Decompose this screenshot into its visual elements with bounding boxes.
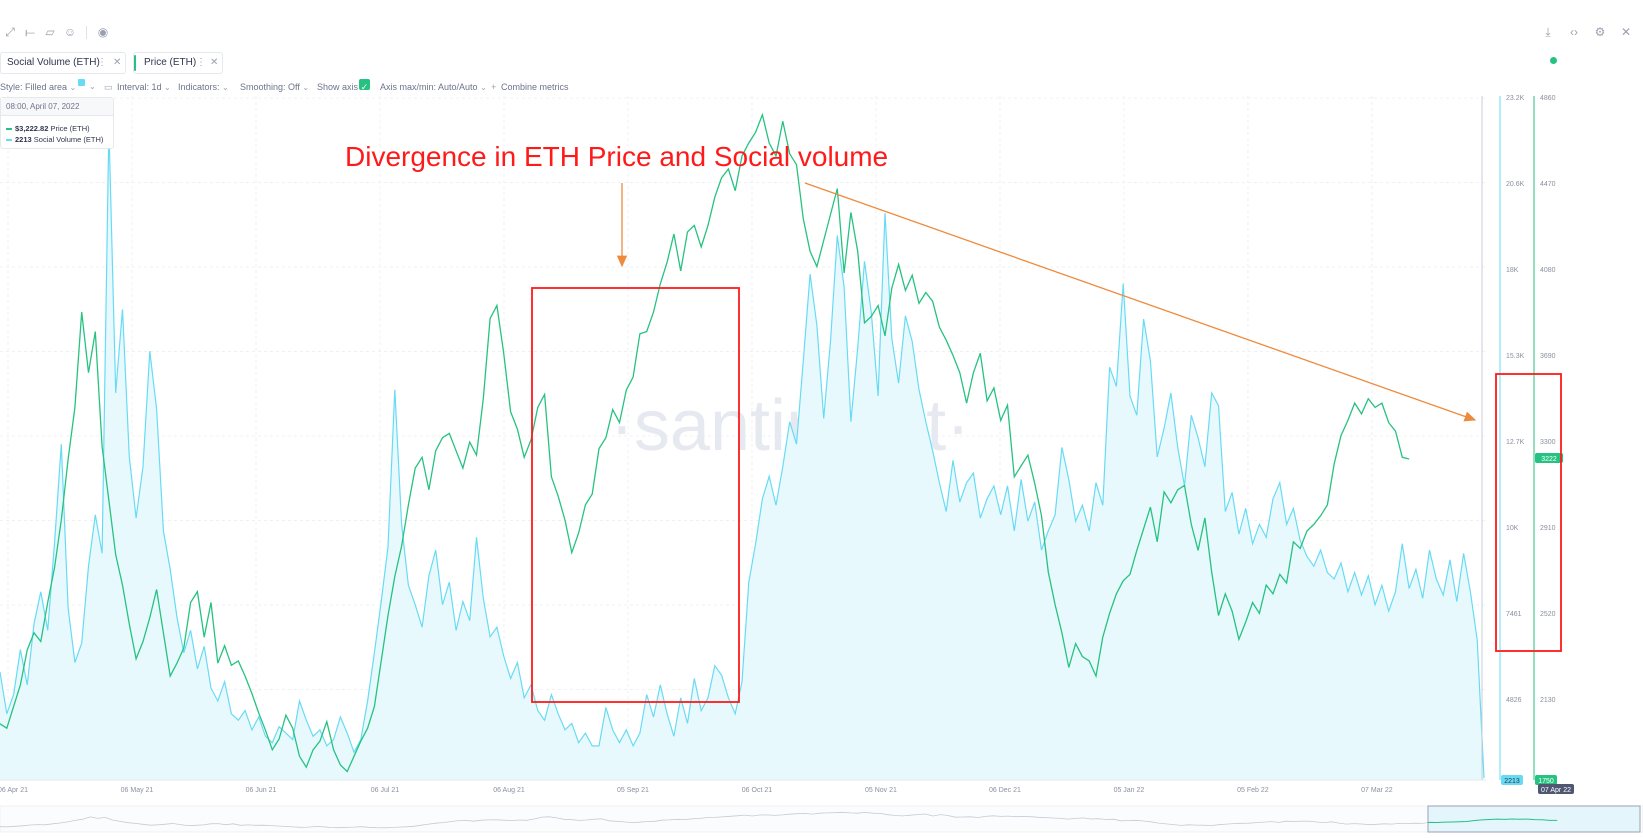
interval-dropdown[interactable]: Interval: 1d ⌄ — [117, 82, 171, 92]
metric-tab-label: Price (ETH) — [144, 57, 197, 68]
axis-maxmin-dropdown[interactable]: Axis max/min: Auto/Auto ⌄ — [380, 82, 487, 92]
x-axis-tick-label: 06 Jun 21 — [246, 787, 277, 794]
price-axis-tick-label: 2130 — [1540, 697, 1556, 704]
indicators-label: Indicators: — [178, 82, 220, 92]
metric-color-bar — [134, 55, 136, 71]
note-icon[interactable]: ▱ — [45, 25, 55, 39]
price-axis-tick-label: 4470 — [1540, 181, 1556, 188]
social-legend-swatch — [6, 139, 12, 142]
social-axis-tick-label: 4826 — [1506, 697, 1522, 704]
embed-code-icon[interactable]: ‹› — [1570, 25, 1578, 39]
right-axes: 23.2K 4860 20.6K 4470 18K 4080 15.3K 3690 12.7K 3… — [1499, 95, 1563, 785]
annotation-box-divergence — [531, 287, 740, 703]
price-current-value: 3222 — [1541, 456, 1557, 463]
expand-icon[interactable]: ⤢ — [5, 25, 15, 39]
annotations: Divergence in ETH Price and Social volum… — [345, 141, 1562, 703]
calendar-icon: ▭ — [104, 82, 113, 92]
chart-tooltip: 08:00, April 07, 2022 $3,222.82 Price (E… — [0, 97, 114, 149]
show-axis-checkbox[interactable]: ✓ — [359, 79, 370, 92]
price-line — [0, 112, 1410, 773]
tooltip-date: 08:00, April 07, 2022 — [1, 98, 113, 116]
chevron-down-icon[interactable]: ⌄ — [89, 82, 96, 91]
price-legend-swatch — [6, 128, 12, 131]
price-axis-tick-label: 4860 — [1540, 95, 1556, 102]
price-axis-tick-label: 2520 — [1540, 611, 1556, 618]
x-axis-tick-label: 06 Aug 21 — [493, 787, 525, 794]
smoothing-label: Smoothing: Off — [240, 82, 300, 92]
price-min-value: 1750 — [1538, 778, 1554, 785]
tooltip-price-label: Price (ETH) — [50, 124, 90, 133]
price-axis-tick-label: 2910 — [1540, 525, 1556, 532]
x-axis: 06 Apr 21 06 May 21 06 Jun 21 06 Jul 21 06 A… — [0, 779, 1574, 794]
social-volume-line — [0, 126, 1485, 779]
price-axis-tick-label: 4080 — [1540, 267, 1556, 274]
range-navigator — [0, 805, 1643, 833]
combine-metrics-button[interactable]: Combine metrics — [501, 82, 569, 92]
annotation-title: Divergence in ETH Price and Social volum… — [345, 141, 888, 172]
metric-tab-price[interactable]: Price (ETH) ⋮ ✕ — [133, 52, 223, 74]
social-axis-tick-label: 12.7K — [1506, 439, 1525, 446]
tooltip-price-row: $3,222.82 Price (ETH) — [6, 124, 90, 134]
price-axis-tick-label: 3300 — [1540, 439, 1556, 446]
annotation-arrow-diagonal — [804, 182, 1477, 422]
top-toolbar: ⤢ ⟝ ▱ ☺ ◉ ⤓ ‹› ⚙ ✕ — [0, 24, 1643, 46]
price-min-badge — [1535, 775, 1557, 785]
x-axis-tick-label: 06 Apr 21 — [0, 787, 28, 794]
price-current-badge — [1535, 453, 1563, 463]
tooltip-social-row: 2213 Social Volume (ETH) — [6, 135, 103, 145]
x-axis-tick-label: 06 Jul 21 — [371, 787, 400, 794]
navigator-track — [0, 805, 1643, 833]
navigator-selection — [1427, 805, 1641, 833]
axis-maxmin-label: Axis max/min: Auto/Auto — [380, 82, 478, 92]
download-icon[interactable]: ⤓ — [1545, 25, 1551, 39]
price-axis-tick-label: 3690 — [1540, 353, 1556, 360]
remove-metric-icon[interactable]: ✕ — [210, 57, 219, 68]
social-current-value: 2213 — [1504, 778, 1520, 785]
social-axis-tick-label: 20.6K — [1506, 181, 1525, 188]
x-axis-tick-label: 06 May 21 — [121, 787, 154, 794]
emoji-icon[interactable]: ☺ — [63, 25, 77, 39]
x-current-badge — [1538, 784, 1574, 794]
social-current-badge — [1501, 775, 1523, 785]
social-axis-tick-label: 10K — [1506, 525, 1519, 532]
x-axis-tick-label: 06 Dec 21 — [989, 787, 1021, 794]
settings-gear-icon[interactable]: ⚙ — [1594, 25, 1606, 39]
smoothing-dropdown[interactable]: Smoothing: Off ⌄ — [240, 82, 310, 92]
social-axis-tick-label: 7461 — [1506, 611, 1522, 618]
x-axis-tick-label: 07 Mar 22 — [1361, 787, 1393, 794]
x-axis-tick-label: 05 Feb 22 — [1237, 787, 1269, 794]
navigator-line — [0, 811, 1558, 829]
x-axis-tick-label: 05 Nov 21 — [865, 787, 897, 794]
close-icon[interactable]: ✕ — [1620, 25, 1632, 39]
annotation-box-recent — [1495, 373, 1562, 652]
eye-icon[interactable]: ◉ — [97, 25, 109, 39]
interval-label: Interval: 1d — [117, 82, 162, 92]
x-axis-tick-label: 06 Oct 21 — [742, 787, 772, 794]
show-axis-label: Show axis — [317, 82, 359, 92]
metric-tab-label: Social Volume (ETH) — [7, 57, 100, 68]
more-options-icon[interactable]: ⋮ — [97, 57, 107, 68]
social-volume-area — [0, 126, 1484, 780]
x-axis-tick-label: 05 Jan 22 — [1114, 787, 1145, 794]
tooltip-social-value: 2213 — [15, 135, 32, 144]
indicators-dropdown[interactable]: Indicators: ⌄ — [178, 82, 229, 92]
metric-tab-social-volume[interactable]: Social Volume (ETH) ⋮ ✕ — [0, 52, 126, 74]
social-axis-tick-label: 18K — [1506, 267, 1519, 274]
style-dropdown[interactable]: Style: Filled area ⌄ — [0, 82, 77, 92]
more-options-icon[interactable]: ⋮ — [196, 57, 206, 68]
social-axis-tick-label: 23.2K — [1506, 95, 1525, 102]
x-axis-tick-label: 05 Sep 21 — [617, 787, 649, 794]
color-swatch[interactable] — [78, 79, 85, 86]
tooltip-social-label: Social Volume (ETH) — [33, 135, 104, 144]
tooltip-price-value: $3,222.82 — [15, 124, 49, 133]
social-axis-tick-label: 15.3K — [1506, 353, 1525, 360]
line-tool-icon[interactable]: ⟝ — [25, 25, 35, 39]
plus-icon: + — [491, 82, 497, 92]
x-current-value: 07 Apr 22 — [1541, 787, 1571, 794]
toolbar-divider — [86, 26, 87, 39]
live-status-dot — [1550, 57, 1557, 64]
remove-metric-icon[interactable]: ✕ — [113, 57, 122, 68]
style-label: Style: Filled area — [0, 82, 68, 92]
